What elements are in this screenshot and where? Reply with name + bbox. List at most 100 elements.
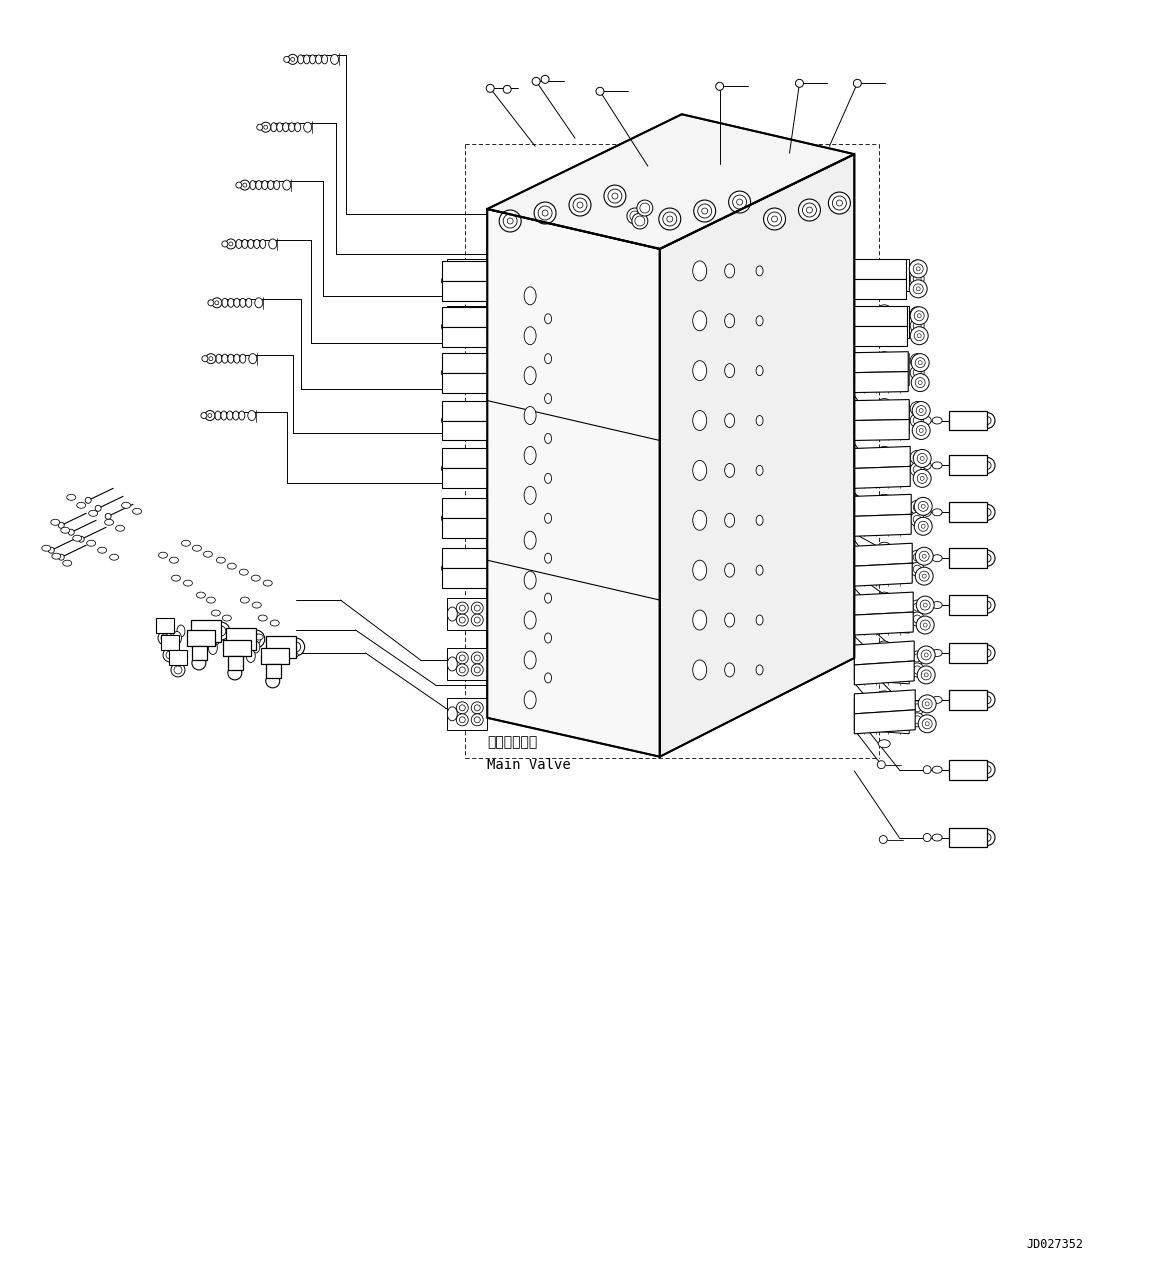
Circle shape [455,456,461,462]
Ellipse shape [693,411,707,430]
Circle shape [441,464,449,472]
Circle shape [455,360,461,366]
Circle shape [715,83,723,91]
Circle shape [911,260,925,274]
Circle shape [163,648,177,662]
Circle shape [983,766,991,773]
Polygon shape [855,306,909,338]
Polygon shape [442,518,487,538]
Ellipse shape [63,560,72,567]
Circle shape [913,369,921,376]
Ellipse shape [251,641,259,653]
Circle shape [456,652,469,664]
Circle shape [441,416,449,425]
Ellipse shape [525,651,536,669]
Circle shape [911,306,925,320]
Circle shape [261,122,271,133]
Ellipse shape [933,697,942,703]
Circle shape [918,314,921,318]
Ellipse shape [470,522,480,535]
Polygon shape [855,352,909,385]
Polygon shape [266,635,295,658]
Polygon shape [855,698,909,734]
Circle shape [459,407,465,413]
Circle shape [923,695,932,704]
Circle shape [919,501,928,512]
Ellipse shape [448,268,457,282]
Ellipse shape [290,652,298,658]
Circle shape [913,604,921,611]
Text: メインバルブ: メインバルブ [487,735,537,749]
Circle shape [919,695,936,713]
Circle shape [577,202,583,208]
Circle shape [456,464,469,476]
Ellipse shape [525,327,536,345]
Ellipse shape [262,181,267,190]
Circle shape [472,360,478,366]
Circle shape [471,553,484,564]
Circle shape [459,456,465,462]
Ellipse shape [725,513,735,527]
Ellipse shape [298,55,304,64]
Ellipse shape [208,642,217,655]
Circle shape [459,717,465,722]
Ellipse shape [240,355,245,364]
Ellipse shape [73,535,81,541]
Circle shape [534,202,556,225]
Circle shape [923,766,932,773]
Ellipse shape [525,486,536,504]
Circle shape [912,402,930,420]
Ellipse shape [693,361,707,380]
Ellipse shape [212,610,220,616]
Circle shape [983,508,991,517]
Ellipse shape [255,634,263,641]
Circle shape [914,330,925,341]
Circle shape [459,505,465,512]
Circle shape [569,194,591,216]
Ellipse shape [228,355,234,364]
Polygon shape [442,499,487,518]
Ellipse shape [60,527,70,533]
Polygon shape [448,549,487,581]
Polygon shape [855,494,912,517]
Ellipse shape [756,565,763,575]
Circle shape [475,555,480,561]
Ellipse shape [933,766,942,773]
Circle shape [472,314,478,320]
Circle shape [983,649,991,657]
Polygon shape [487,209,659,757]
Ellipse shape [470,403,480,417]
Circle shape [257,124,263,130]
Ellipse shape [693,260,707,281]
Circle shape [911,612,925,627]
Polygon shape [448,499,487,531]
Circle shape [911,402,925,416]
Circle shape [913,554,921,561]
Ellipse shape [98,547,107,554]
Ellipse shape [248,240,254,249]
Polygon shape [855,690,915,713]
Circle shape [472,505,478,512]
Ellipse shape [933,462,942,468]
Polygon shape [949,549,987,568]
Circle shape [58,554,64,560]
Circle shape [911,512,925,526]
Circle shape [471,416,484,429]
Circle shape [911,600,925,614]
Circle shape [441,564,449,572]
Circle shape [174,666,181,674]
Circle shape [456,369,469,380]
Circle shape [455,380,461,385]
Polygon shape [855,325,907,346]
Circle shape [922,699,933,709]
Circle shape [854,79,862,87]
Circle shape [879,661,887,669]
Ellipse shape [241,597,249,604]
Circle shape [212,297,222,308]
Polygon shape [442,373,487,393]
Circle shape [979,644,996,661]
Ellipse shape [228,299,234,308]
Circle shape [627,208,643,225]
Ellipse shape [309,55,315,64]
Circle shape [916,425,926,435]
